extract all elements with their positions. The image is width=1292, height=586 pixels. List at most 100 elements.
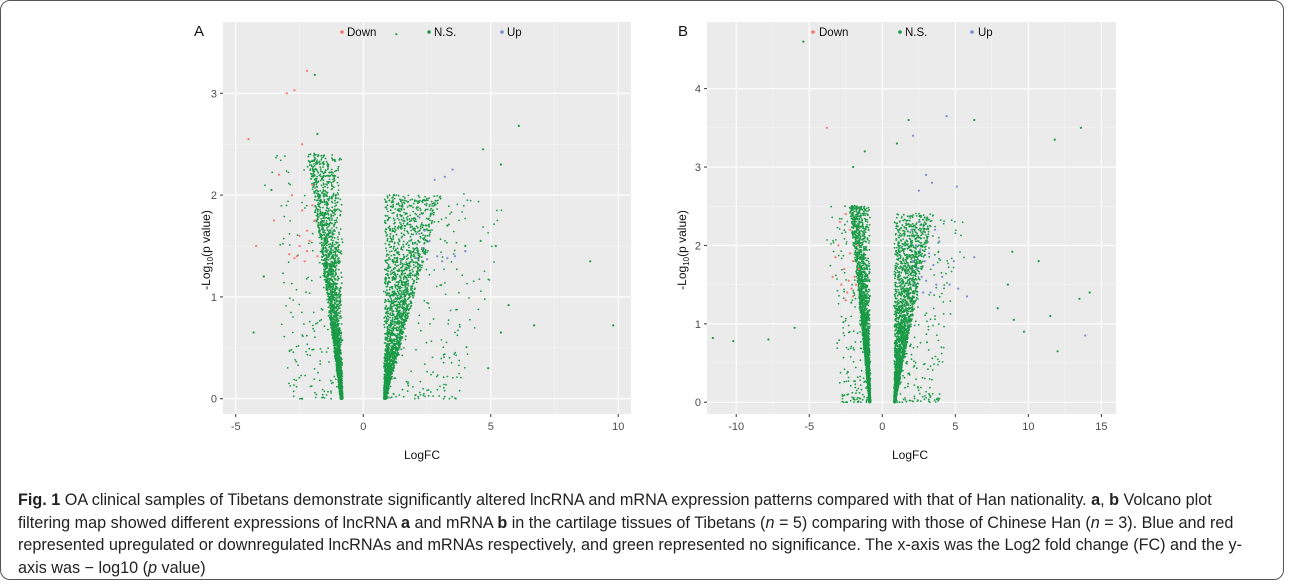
- ns-point: [392, 292, 395, 295]
- ns-point: [322, 217, 325, 220]
- ns-point: [406, 258, 408, 261]
- ns-point: [395, 265, 398, 267]
- ns-point: [403, 219, 405, 222]
- ns-point: [428, 217, 430, 220]
- ns-point: [451, 395, 453, 398]
- ns-point: [337, 193, 340, 196]
- ns-point: [452, 376, 454, 379]
- ns-point: [328, 310, 331, 312]
- ns-point: [395, 276, 398, 278]
- ns-point: [320, 351, 323, 353]
- ns-point: [386, 208, 388, 211]
- ns-point: [395, 203, 398, 206]
- ns-point: [426, 239, 428, 242]
- ns-point: [339, 343, 342, 346]
- ns-point: [487, 278, 490, 281]
- ns-point: [395, 233, 398, 236]
- ns-point: [303, 194, 306, 197]
- ns-point: [404, 318, 407, 320]
- ns-point: [323, 278, 326, 281]
- ns-point: [336, 299, 339, 302]
- ns-point: [316, 210, 319, 213]
- ns-point: [392, 203, 395, 206]
- ns-point: [279, 243, 282, 246]
- ns-point: [322, 154, 325, 157]
- ns-point: [394, 263, 397, 266]
- ns-point: [423, 299, 426, 302]
- ns-point: [288, 350, 291, 353]
- ns-point: [309, 153, 312, 156]
- ns-point: [421, 226, 424, 229]
- ns-point: [285, 170, 288, 173]
- ns-point: [324, 239, 327, 242]
- ns-point: [442, 353, 445, 356]
- ns-point: [424, 234, 427, 237]
- ns-point: [324, 231, 326, 234]
- ns-point: [456, 203, 459, 206]
- ns-point: [385, 304, 388, 307]
- ns-point: [424, 239, 427, 242]
- ns-point: [397, 291, 400, 294]
- ns-point: [410, 233, 413, 236]
- ns-point: [326, 274, 328, 277]
- ns-point: [338, 261, 341, 264]
- ns-point: [384, 230, 387, 233]
- ns-point: [338, 312, 341, 314]
- ns-point: [280, 205, 283, 207]
- ns-point: [385, 322, 388, 324]
- ns-point: [426, 199, 429, 202]
- ns-point: [312, 186, 314, 189]
- ns-point: [390, 254, 393, 257]
- ns-point: [429, 229, 431, 232]
- ns-point: [416, 215, 419, 218]
- ns-point: [432, 318, 435, 320]
- ns-point: [389, 233, 392, 235]
- ns-point: [336, 250, 339, 253]
- ns-point: [335, 262, 338, 264]
- ns-point: [398, 208, 401, 210]
- ns-point: [320, 178, 323, 181]
- ns-point: [384, 336, 387, 339]
- ns-point: [400, 286, 403, 289]
- ns-point: [332, 239, 335, 242]
- ns-point: [392, 245, 395, 248]
- ns-point: [325, 351, 328, 353]
- ns-point: [335, 226, 338, 229]
- ns-point: [406, 312, 408, 314]
- ns-point: [287, 261, 290, 264]
- ns-point: [440, 251, 442, 254]
- ns-point: [319, 230, 321, 232]
- ns-point: [448, 205, 450, 208]
- ns-point: [392, 205, 395, 208]
- ns-point: [333, 319, 336, 322]
- ns-point: [427, 249, 429, 252]
- ns-point: [426, 202, 428, 205]
- ns-point: [321, 241, 323, 244]
- ns-point: [432, 213, 435, 216]
- ns-point: [283, 215, 286, 218]
- ns-point: [324, 211, 327, 214]
- ns-point: [312, 327, 314, 330]
- ns-point: [292, 395, 295, 398]
- ns-point: [293, 384, 295, 386]
- ns-point: [401, 354, 404, 357]
- ns-point: [416, 276, 418, 279]
- ns-point: [324, 185, 326, 188]
- ns-point: [429, 231, 432, 234]
- ns-point: [408, 218, 411, 220]
- ns-point: [332, 280, 335, 283]
- ns-point: [412, 295, 415, 297]
- ns-point: [330, 182, 333, 184]
- ns-point: [325, 220, 328, 222]
- ns-point: [332, 249, 334, 252]
- ns-point: [398, 325, 401, 328]
- ns-point: [316, 155, 319, 158]
- ns-point: [411, 241, 414, 244]
- ns-point: [391, 259, 394, 261]
- ns-point: [427, 229, 430, 232]
- ns-point: [319, 348, 322, 350]
- ns-point: [402, 323, 404, 325]
- ns-point: [389, 309, 391, 311]
- ns-point: [472, 280, 475, 283]
- ns-point: [326, 288, 329, 290]
